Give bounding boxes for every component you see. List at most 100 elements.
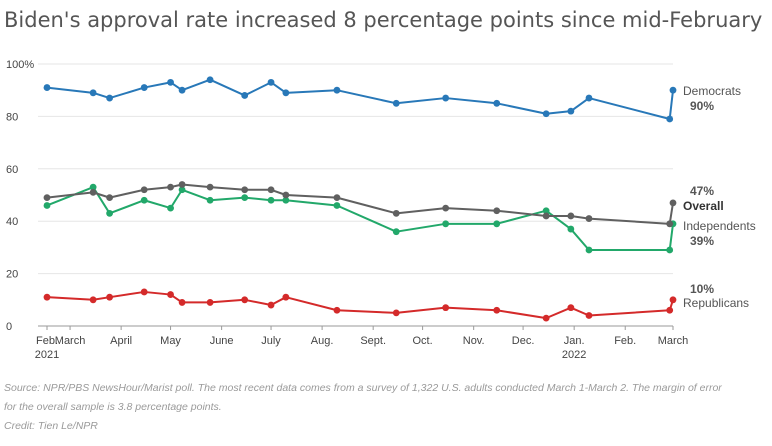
data-point-independents — [585, 246, 593, 254]
data-point-democrats — [392, 99, 400, 107]
data-point-democrats — [267, 78, 275, 86]
data-point-democrats — [585, 94, 593, 102]
data-point-independents — [241, 194, 249, 202]
end-value-independents: 39% — [690, 234, 714, 248]
x-tick-label: June — [210, 335, 234, 347]
data-point-republicans — [333, 306, 341, 314]
data-point-independents — [392, 228, 400, 236]
data-point-republicans — [567, 304, 575, 312]
series-line-democrats — [46, 78, 674, 121]
data-point-overall — [442, 204, 450, 212]
x-tick-label: March — [658, 335, 689, 347]
data-point-democrats — [178, 86, 186, 94]
year-label: 2022 — [562, 349, 586, 361]
data-point-overall — [392, 209, 400, 217]
data-point-overall — [140, 186, 148, 194]
data-point-overall — [106, 194, 113, 202]
data-point-republicans — [392, 309, 400, 317]
data-point-democrats — [241, 92, 249, 99]
y-tick-label: 60 — [6, 164, 18, 176]
data-point-independents — [282, 196, 290, 204]
source-note-line-1: Source: NPR/PBS NewsHour/Marist poll. Th… — [4, 382, 722, 394]
series-name-overall: Overall — [683, 199, 724, 213]
data-point-democrats — [666, 115, 674, 123]
data-point-overall — [267, 186, 275, 194]
x-tick-label: July — [261, 335, 281, 347]
data-point-democrats — [542, 110, 550, 118]
data-point-democrats — [442, 94, 450, 102]
year-label: 2021 — [35, 349, 59, 361]
y-tick-label: 100% — [6, 59, 34, 71]
x-tick-label: Feb. — [614, 335, 636, 347]
data-point-independents — [89, 183, 97, 191]
data-point-overall — [666, 220, 674, 228]
grid-lines — [38, 63, 673, 327]
data-point-republicans — [140, 288, 148, 296]
data-point-independents — [542, 207, 550, 215]
data-point-republicans — [89, 296, 97, 304]
series-line-independents — [46, 186, 674, 252]
series-line-republicans — [46, 290, 674, 320]
y-tick-label: 20 — [6, 269, 18, 281]
x-tick-label: Feb. — [36, 335, 58, 347]
x-tick-label: Aug. — [311, 335, 334, 347]
data-point-democrats — [89, 89, 97, 97]
data-point-republicans — [669, 296, 677, 304]
data-point-democrats — [493, 99, 501, 107]
data-point-independents — [106, 209, 113, 217]
data-point-republicans — [282, 293, 290, 301]
y-tick-label: 40 — [6, 216, 18, 228]
x-tick-label: March — [55, 335, 86, 347]
source-note-line-2: for the overall sample is 3.8 percentage… — [4, 401, 222, 413]
end-value-democrats: 90% — [690, 99, 714, 113]
x-tick-label: Nov. — [463, 335, 485, 347]
data-point-overall — [282, 191, 290, 199]
data-point-democrats — [43, 84, 51, 91]
end-value-overall: 47% — [690, 184, 714, 198]
end-value-republicans: 10% — [690, 282, 714, 296]
data-point-republicans — [206, 299, 214, 306]
series-points — [43, 76, 677, 322]
data-point-republicans — [267, 301, 275, 309]
data-point-overall — [493, 207, 501, 215]
data-point-independents — [493, 220, 501, 228]
data-point-democrats — [669, 86, 677, 94]
data-point-overall — [241, 186, 249, 194]
data-point-independents — [206, 196, 214, 204]
data-point-overall — [167, 183, 174, 191]
data-point-republicans — [241, 296, 249, 304]
data-point-overall — [333, 194, 341, 202]
x-tick-label: Jan. — [564, 335, 585, 347]
series-name-republicans: Republicans — [683, 296, 749, 310]
data-point-democrats — [106, 94, 113, 102]
credit-note: Credit: Tien Le/NPR — [4, 420, 98, 432]
x-tick-label: April — [110, 335, 132, 347]
x-axis-ticks: Feb.March April May June July Aug. Sept. Oct. No… — [35, 326, 689, 361]
data-point-independents — [267, 196, 275, 204]
data-point-republicans — [585, 312, 593, 319]
data-point-democrats — [333, 86, 341, 94]
chart-title: Biden's approval rate increased 8 percen… — [4, 8, 763, 32]
data-point-overall — [542, 212, 550, 220]
data-point-republicans — [167, 291, 174, 298]
data-point-republicans — [43, 293, 51, 301]
series-name-democrats: Democrats — [683, 84, 741, 98]
data-point-independents — [666, 246, 674, 254]
data-point-democrats — [567, 107, 575, 115]
y-tick-label: 80 — [6, 111, 18, 123]
data-point-independents — [43, 202, 51, 209]
data-point-independents — [167, 204, 174, 212]
data-point-republicans — [666, 306, 674, 314]
data-point-democrats — [282, 89, 290, 97]
data-point-overall — [567, 212, 575, 220]
data-point-republicans — [542, 314, 550, 322]
data-point-republicans — [178, 299, 186, 306]
y-axis-ticks: 0 20 40 60 80 100% — [6, 59, 34, 333]
y-tick-label: 0 — [6, 321, 12, 333]
data-point-independents — [178, 186, 186, 194]
data-point-overall — [669, 199, 677, 207]
data-point-overall — [585, 215, 593, 222]
data-point-independents — [140, 196, 148, 204]
series-lines — [46, 78, 674, 320]
